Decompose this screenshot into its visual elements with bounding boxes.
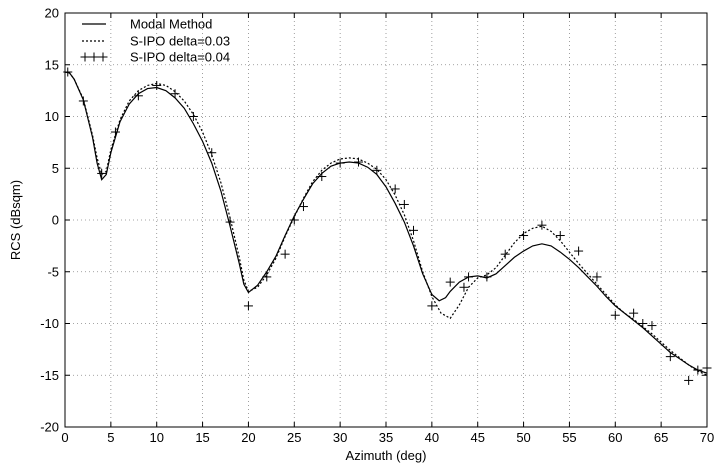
data-point bbox=[482, 272, 492, 282]
data-point bbox=[638, 319, 648, 328]
data-point bbox=[353, 157, 363, 167]
data-point bbox=[243, 301, 253, 311]
data-point bbox=[188, 112, 198, 121]
data-point bbox=[629, 308, 639, 318]
data-point bbox=[289, 215, 299, 225]
x-tick-label: 35 bbox=[379, 430, 393, 445]
data-point bbox=[390, 184, 400, 194]
y-tick-label: 0 bbox=[52, 213, 59, 228]
data-point bbox=[317, 172, 327, 182]
data-point bbox=[555, 231, 565, 241]
data-point bbox=[152, 80, 162, 90]
data-point bbox=[335, 158, 345, 168]
y-tick-label: -20 bbox=[40, 420, 59, 435]
data-point bbox=[78, 96, 88, 106]
y-tick-label: -10 bbox=[40, 316, 59, 331]
x-tick-label: 0 bbox=[61, 430, 68, 445]
data-point bbox=[592, 272, 602, 282]
legend-entry: S-IPO delta=0.04 bbox=[80, 50, 230, 65]
y-tick-label: 5 bbox=[52, 161, 59, 176]
data-point bbox=[170, 89, 180, 99]
series-layer bbox=[63, 67, 712, 385]
legend-marker bbox=[98, 52, 108, 62]
data-point bbox=[225, 217, 235, 227]
data-point bbox=[684, 375, 694, 385]
series-line-modal-method bbox=[64, 71, 708, 374]
x-tick-label: 55 bbox=[562, 430, 576, 445]
x-axis-label: Azimuth (deg) bbox=[346, 448, 427, 463]
data-point bbox=[97, 168, 107, 178]
data-point bbox=[574, 246, 584, 256]
data-point bbox=[298, 202, 308, 212]
y-axis-label: RCS (dBsqm) bbox=[8, 180, 23, 260]
x-tick-label: 60 bbox=[608, 430, 622, 445]
legend: Modal Method S-IPO delta=0.03S-IPO delta=… bbox=[80, 17, 230, 65]
grid bbox=[65, 13, 707, 427]
data-point bbox=[537, 220, 547, 230]
y-tick-label: 15 bbox=[45, 57, 59, 72]
x-tick-label: 10 bbox=[149, 430, 163, 445]
y-tick-label: 10 bbox=[45, 109, 59, 124]
series-s-ipo-delta-0-04 bbox=[63, 67, 712, 385]
legend-entry: S-IPO delta=0.03 bbox=[82, 34, 230, 49]
x-tick-label: 20 bbox=[241, 430, 255, 445]
data-point bbox=[399, 199, 409, 209]
data-point bbox=[372, 165, 382, 175]
x-tick-label: 5 bbox=[107, 430, 114, 445]
data-point bbox=[262, 272, 272, 282]
x-tick-label: 15 bbox=[195, 430, 209, 445]
data-point bbox=[647, 321, 657, 331]
data-point bbox=[445, 277, 455, 287]
legend-marker bbox=[89, 52, 99, 62]
data-point bbox=[610, 310, 620, 320]
legend-entry: Modal Method bbox=[82, 17, 212, 32]
data-point bbox=[280, 249, 290, 259]
data-point bbox=[464, 272, 474, 282]
y-tick-label: 20 bbox=[45, 6, 59, 21]
data-point bbox=[693, 365, 703, 375]
legend-label: S-IPO delta=0.03 bbox=[130, 34, 230, 49]
x-tick-label: 50 bbox=[516, 430, 530, 445]
x-tick-label: 65 bbox=[654, 430, 668, 445]
data-point bbox=[519, 231, 529, 241]
data-point bbox=[207, 148, 217, 158]
data-point bbox=[133, 91, 143, 101]
data-point bbox=[409, 225, 419, 235]
ticks: 0 5 10 15 20 25 30 35 40 45 50 55 60 65 70 -20 -15 -10 -5 0… bbox=[40, 6, 714, 446]
x-tick-label: 40 bbox=[425, 430, 439, 445]
data-point bbox=[665, 352, 675, 362]
y-tick-label: -5 bbox=[47, 264, 59, 279]
data-point bbox=[427, 301, 437, 311]
legend-marker bbox=[80, 52, 90, 62]
data-point bbox=[500, 249, 510, 259]
legend-label: Modal Method bbox=[130, 17, 212, 32]
x-tick-label: 70 bbox=[700, 430, 714, 445]
data-point bbox=[110, 127, 120, 137]
x-tick-label: 25 bbox=[287, 430, 301, 445]
y-tick-label: -15 bbox=[40, 368, 59, 383]
x-tick-label: 30 bbox=[333, 430, 347, 445]
x-tick-label: 45 bbox=[470, 430, 484, 445]
legend-label: S-IPO delta=0.04 bbox=[130, 50, 230, 65]
data-point bbox=[459, 282, 469, 292]
